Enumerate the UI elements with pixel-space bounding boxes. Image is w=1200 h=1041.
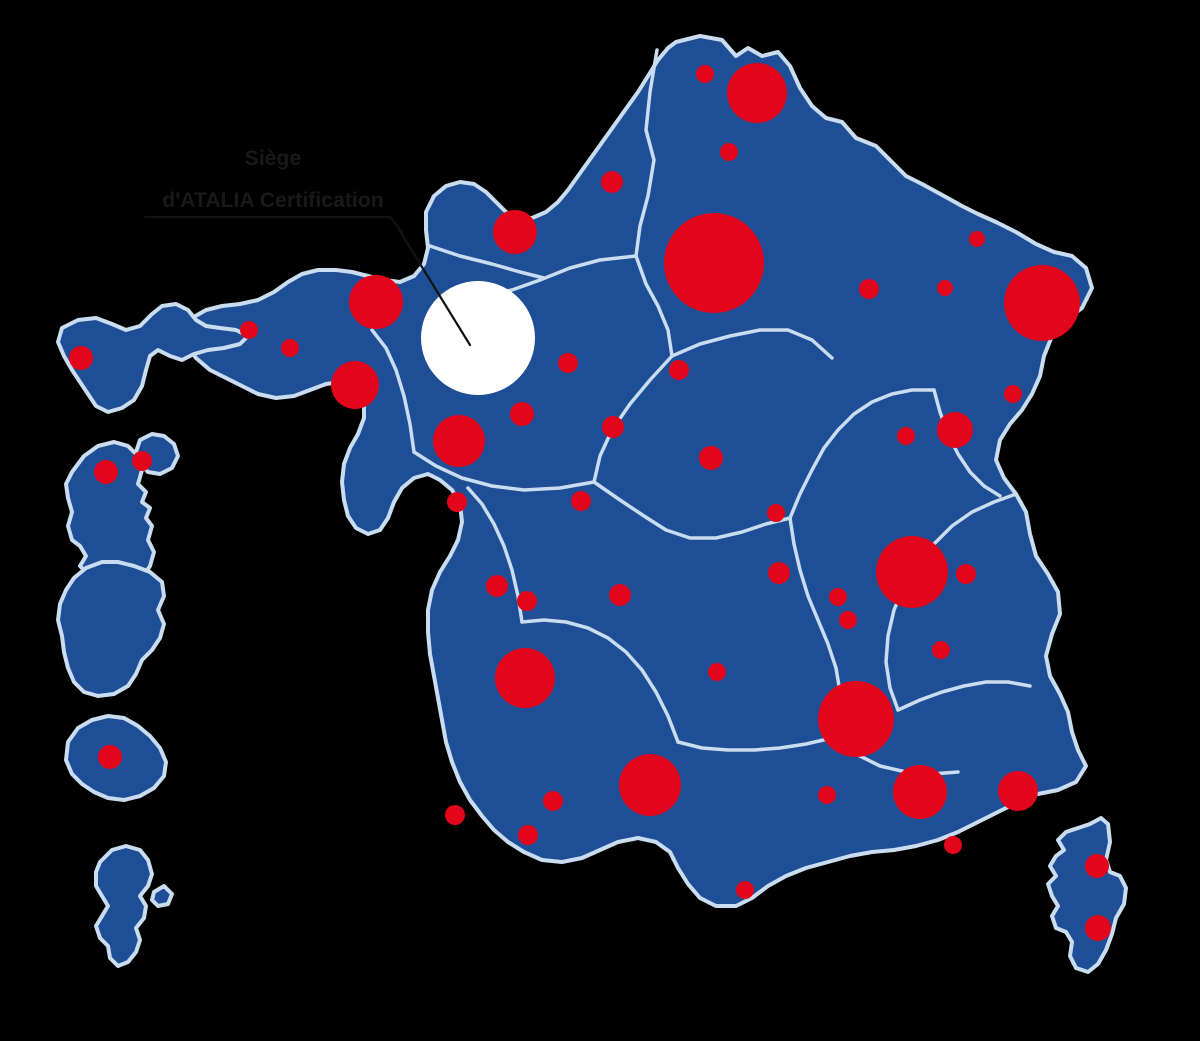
headquarters-marker[interactable]	[421, 281, 535, 395]
site-marker[interactable]	[937, 280, 953, 296]
territories-layer	[56, 34, 1128, 974]
site-marker[interactable]	[708, 663, 726, 681]
site-marker[interactable]	[601, 171, 623, 193]
site-marker[interactable]	[1085, 854, 1109, 878]
callout-underline	[143, 215, 404, 234]
site-marker[interactable]	[839, 611, 857, 629]
site-marker[interactable]	[696, 65, 714, 83]
site-marker[interactable]	[98, 745, 122, 769]
site-marker[interactable]	[609, 584, 631, 606]
site-marker[interactable]	[727, 63, 787, 123]
site-marker[interactable]	[132, 451, 152, 471]
site-marker[interactable]	[768, 562, 790, 584]
site-marker[interactable]	[664, 213, 764, 313]
site-marker[interactable]	[669, 360, 689, 380]
site-marker[interactable]	[818, 681, 894, 757]
site-marker[interactable]	[619, 754, 681, 816]
territory-guyane	[56, 560, 166, 698]
site-marker[interactable]	[510, 402, 534, 426]
site-marker[interactable]	[349, 275, 403, 329]
site-marker[interactable]	[876, 536, 948, 608]
site-marker[interactable]	[893, 765, 947, 819]
site-marker[interactable]	[558, 353, 578, 373]
site-marker[interactable]	[956, 564, 976, 584]
site-marker[interactable]	[932, 641, 950, 659]
territory-mayotte-petite-terre	[150, 884, 174, 908]
site-marker[interactable]	[493, 210, 537, 254]
site-marker[interactable]	[602, 416, 624, 438]
site-marker[interactable]	[517, 591, 537, 611]
site-marker[interactable]	[486, 575, 508, 597]
site-marker[interactable]	[720, 143, 738, 161]
site-marker[interactable]	[94, 460, 118, 484]
site-marker[interactable]	[447, 492, 467, 512]
site-marker[interactable]	[1004, 385, 1022, 403]
territory-mayotte	[94, 844, 154, 968]
site-marker[interactable]	[937, 412, 973, 448]
site-marker[interactable]	[897, 427, 915, 445]
site-marker[interactable]	[433, 415, 485, 467]
site-marker[interactable]	[518, 825, 538, 845]
territory-guadeloupe	[56, 302, 250, 414]
headquarters-marker-layer	[421, 281, 535, 395]
site-marker[interactable]	[495, 648, 555, 708]
site-marker[interactable]	[1004, 265, 1080, 341]
callout-leader-line	[396, 226, 472, 347]
site-marker[interactable]	[969, 231, 985, 247]
site-marker[interactable]	[736, 881, 754, 899]
territory-corse	[1046, 816, 1128, 974]
site-marker[interactable]	[699, 446, 723, 470]
site-marker[interactable]	[818, 786, 836, 804]
site-markers-layer	[69, 63, 1111, 941]
siege-callout-leader	[143, 215, 472, 347]
site-marker[interactable]	[998, 771, 1038, 811]
site-marker[interactable]	[69, 346, 93, 370]
site-marker[interactable]	[1085, 915, 1111, 941]
site-marker[interactable]	[281, 339, 299, 357]
site-marker[interactable]	[543, 791, 563, 811]
site-marker[interactable]	[829, 588, 847, 606]
site-marker[interactable]	[240, 321, 258, 339]
site-marker[interactable]	[445, 805, 465, 825]
site-marker[interactable]	[767, 504, 785, 522]
site-marker[interactable]	[331, 361, 379, 409]
site-marker[interactable]	[571, 491, 591, 511]
site-marker[interactable]	[859, 279, 879, 299]
site-marker[interactable]	[944, 836, 962, 854]
